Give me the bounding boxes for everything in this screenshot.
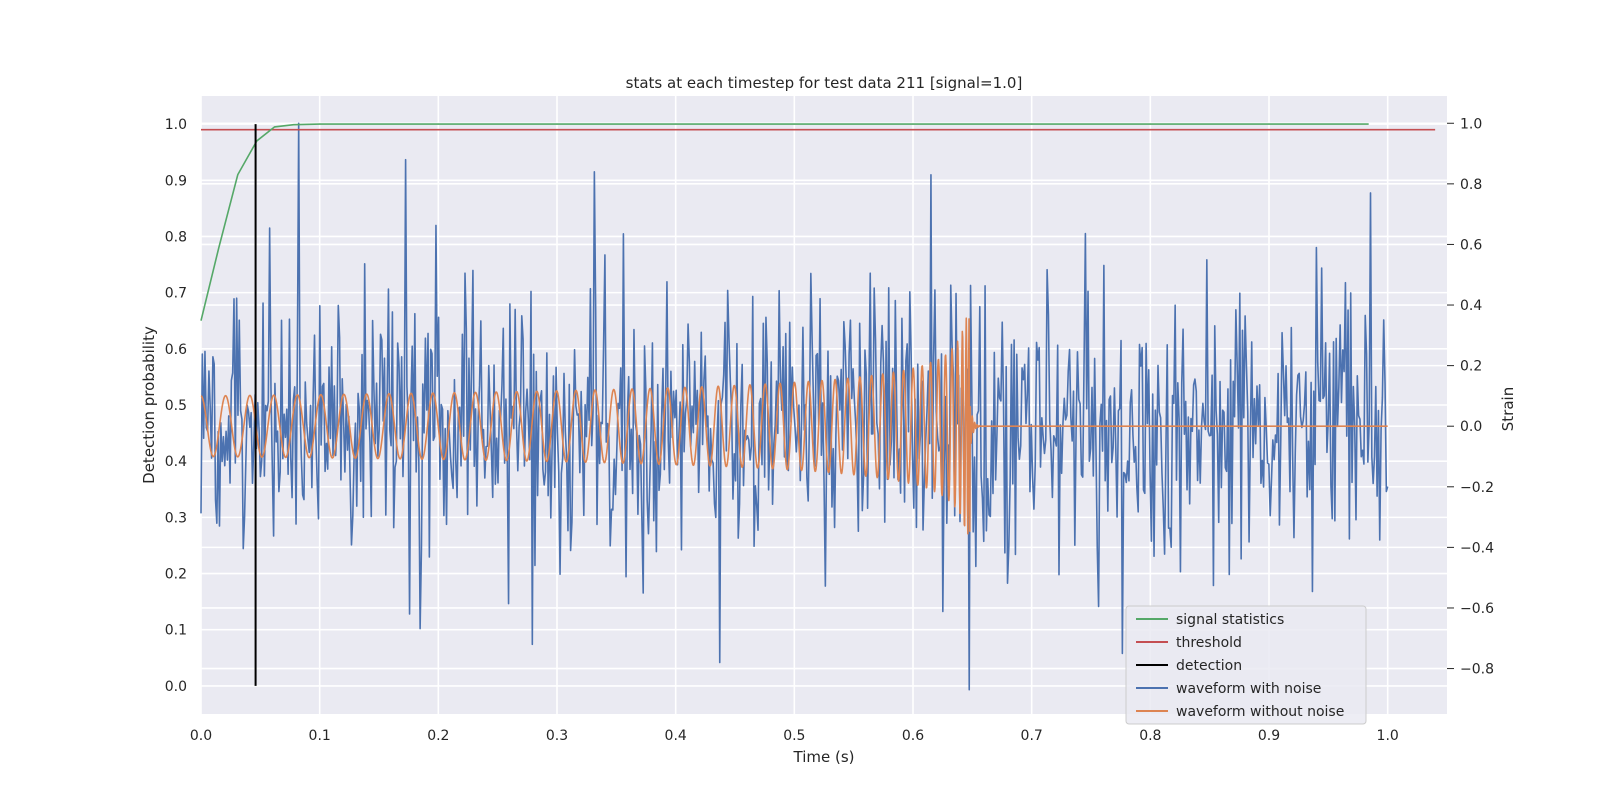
x-tick-label: 0.4 bbox=[665, 728, 687, 744]
x-tick-label: 0.3 bbox=[546, 728, 568, 744]
series-layer bbox=[200, 122, 1436, 691]
y-right-tick-label: −0.4 bbox=[1460, 540, 1494, 556]
x-axis-label: Time (s) bbox=[793, 748, 855, 766]
y-axis-label-left: Detection probability bbox=[140, 326, 158, 484]
x-tick-label: 0.2 bbox=[427, 728, 449, 744]
legend-label: signal statistics bbox=[1176, 612, 1284, 628]
y-left-tick-label: 0.2 bbox=[165, 567, 187, 583]
y-left-tick-label: 0.9 bbox=[165, 173, 187, 189]
x-tick-label: 1.0 bbox=[1377, 728, 1399, 744]
y-right-tick-label: 0.6 bbox=[1460, 237, 1482, 253]
y-right-tick-label: 0.4 bbox=[1460, 298, 1482, 314]
tick-layer: 0.0 0.1 0.2 0.3 0.4 0.5 0.6 0.7 0.8 0.9 1.0 0.0 0.1 0… bbox=[165, 116, 1494, 744]
y-left-tick-label: 1.0 bbox=[165, 117, 187, 133]
legend-box bbox=[1125, 605, 1367, 725]
y-left-tick-label: 0.8 bbox=[165, 229, 187, 245]
y-right-tick-label: −0.8 bbox=[1460, 662, 1494, 678]
x-tick-label: 0.9 bbox=[1258, 728, 1280, 744]
y-right-tick-label: 0.8 bbox=[1460, 177, 1482, 193]
x-tick-label: 0.8 bbox=[1139, 728, 1161, 744]
x-tick-label: 0.7 bbox=[1021, 728, 1043, 744]
y-left-tick-label: 0.1 bbox=[165, 623, 187, 639]
signal-statistics-line bbox=[200, 123, 1369, 321]
y-left-tick-label: 0.6 bbox=[165, 342, 187, 358]
legend-label: detection bbox=[1176, 658, 1242, 674]
y-left-tick-label: 0.5 bbox=[165, 398, 187, 414]
legend: signal statistics threshold detection wavef… bbox=[1125, 605, 1367, 725]
y-left-tick-label: 0.7 bbox=[165, 286, 187, 302]
waveform-without-noise-line bbox=[200, 317, 1389, 535]
x-tick-label: 0.6 bbox=[902, 728, 924, 744]
y-left-tick-label: 0.4 bbox=[165, 454, 187, 470]
y-right-tick-label: 1.0 bbox=[1460, 116, 1482, 132]
y-right-tick-label: −0.2 bbox=[1460, 480, 1494, 496]
y-right-tick-label: 0.2 bbox=[1460, 359, 1482, 375]
legend-label: waveform without noise bbox=[1176, 704, 1344, 720]
y-right-tick-label: −0.6 bbox=[1460, 601, 1494, 617]
chart-title: stats at each timestep for test data 211… bbox=[626, 74, 1023, 92]
legend-label: threshold bbox=[1176, 635, 1242, 651]
x-tick-label: 0.1 bbox=[309, 728, 331, 744]
y-left-tick-label: 0.3 bbox=[165, 510, 187, 526]
y-right-tick-label: 0.0 bbox=[1460, 419, 1482, 435]
waveform-with-noise-line bbox=[200, 122, 1389, 691]
y-left-tick-label: 0.0 bbox=[165, 679, 187, 695]
x-tick-label: 0.5 bbox=[783, 728, 805, 744]
x-tick-label: 0.0 bbox=[190, 728, 212, 744]
legend-label: waveform with noise bbox=[1176, 681, 1321, 697]
y-axis-label-right: Strain bbox=[1499, 387, 1517, 431]
